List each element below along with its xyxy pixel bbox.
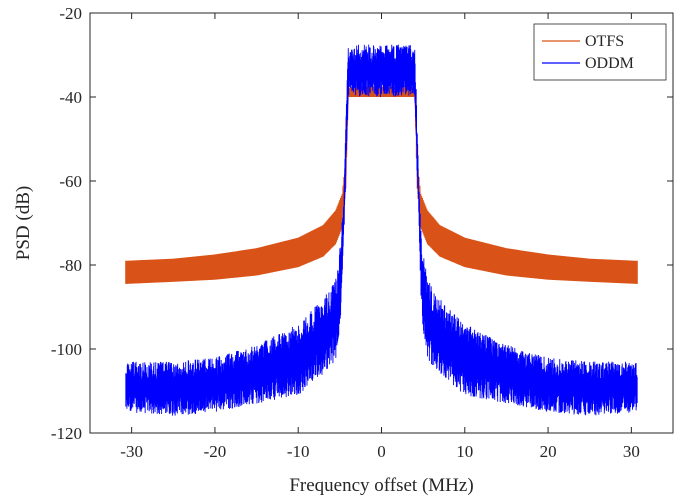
x-tick-label: 30	[623, 442, 640, 461]
y-tick-label: -40	[59, 88, 82, 107]
x-tick-label: 20	[540, 442, 557, 461]
legend-box	[533, 23, 667, 81]
y-tick-label: -60	[59, 172, 82, 191]
legend-label-oddm: ODDM	[585, 55, 634, 72]
x-tick-label: -20	[204, 442, 227, 461]
y-tick-label: -120	[51, 424, 82, 443]
x-axis-label: Frequency offset (MHz)	[289, 475, 473, 496]
x-tick-label: -30	[120, 442, 143, 461]
y-tick-label: -80	[59, 256, 82, 275]
series-oddm-line	[125, 44, 638, 416]
y-tick-label: -20	[59, 4, 82, 23]
legend: OTFS ODDM	[533, 23, 667, 81]
x-tick-label: -10	[287, 442, 310, 461]
legend-label-otfs: OTFS	[585, 33, 624, 50]
x-tick-label: 0	[377, 442, 386, 461]
y-axis-label: PSD (dB)	[13, 186, 34, 260]
tick-layer: -30 -20 -10 0 10 20 30-120-100-80-60-40-20	[51, 4, 673, 461]
series-layer	[125, 44, 638, 416]
y-tick-label: -100	[51, 340, 82, 359]
x-tick-label: 10	[456, 442, 473, 461]
